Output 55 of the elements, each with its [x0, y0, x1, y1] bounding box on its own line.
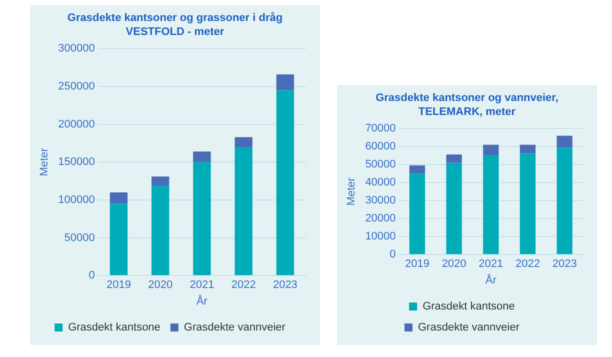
legend-label: Grasdekt kantsone — [68, 322, 160, 334]
bar — [110, 204, 128, 276]
y-axis-title: Meter — [38, 148, 51, 176]
bar — [520, 153, 536, 254]
bar — [446, 154, 462, 163]
x-tick-label: 2023 — [272, 279, 298, 292]
y-tick-label: 250000 — [58, 80, 95, 92]
x-tick-label: 2020 — [148, 279, 173, 292]
bar — [193, 152, 211, 162]
y-tick-label: 70000 — [365, 122, 396, 135]
x-tick-label: 2019 — [106, 279, 131, 292]
bar — [234, 137, 252, 147]
x-tick-label: 2020 — [442, 258, 466, 270]
chart-title: Grasdekte kantsoner og vannveier, TELEMARK, meter — [374, 91, 560, 119]
bar — [151, 186, 170, 276]
bar — [110, 192, 128, 204]
y-tick-label: 60000 — [365, 140, 396, 153]
bar — [483, 155, 499, 254]
legend-label: Grasdekte vannveier — [184, 322, 286, 334]
y-tick-label: 0 — [88, 270, 95, 282]
bar — [234, 146, 252, 276]
y-tick-label: 50000 — [64, 232, 95, 244]
bar — [193, 162, 211, 276]
y-tick-label: 0 — [390, 248, 396, 261]
y-tick-label: 100000 — [58, 194, 95, 206]
y-tick-label: 30000 — [365, 194, 396, 207]
x-tick-label: 2022 — [231, 279, 256, 292]
bar — [409, 165, 426, 174]
bar — [151, 176, 170, 186]
y-tick-label: 10000 — [365, 230, 396, 243]
bar — [556, 136, 572, 148]
x-tick-label: 2021 — [190, 279, 214, 292]
bar — [483, 144, 499, 156]
y-tick-label: 150000 — [58, 156, 95, 168]
y-tick-label: 20000 — [365, 212, 396, 225]
legend-label: Grasdekt kantsone — [422, 300, 515, 313]
x-tick-label: 2023 — [552, 258, 577, 270]
x-axis-title: År — [485, 273, 497, 286]
y-axis-title: Meter — [346, 177, 358, 206]
legend-label: Grasdekte vannveier — [418, 322, 520, 334]
x-axis-title: År — [196, 294, 208, 308]
y-tick-label: 40000 — [365, 176, 396, 189]
y-tick-label: 50000 — [365, 158, 396, 171]
bar — [276, 74, 294, 90]
chart-title: Grasdekte kantsoner og grassoner i dråg VESTFOLD - meter — [66, 11, 284, 39]
bar — [556, 148, 572, 254]
y-tick-label: 300000 — [58, 42, 95, 55]
x-tick-label: 2019 — [404, 258, 430, 270]
bar — [276, 90, 294, 276]
x-tick-label: 2022 — [515, 258, 540, 270]
bar — [520, 144, 536, 154]
bar — [409, 174, 426, 254]
y-tick-label: 200000 — [58, 118, 95, 130]
x-tick-label: 2021 — [478, 258, 504, 270]
bar — [446, 162, 462, 254]
